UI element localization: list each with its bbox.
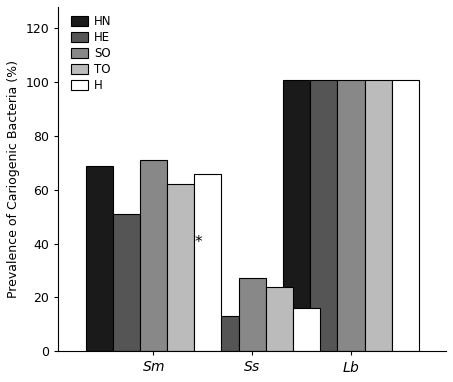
Legend: HN, HE, SO, TO, H: HN, HE, SO, TO, H xyxy=(68,13,114,94)
Bar xyxy=(337,79,365,351)
Bar xyxy=(310,79,337,351)
Bar xyxy=(266,286,293,351)
Bar xyxy=(283,79,310,351)
Bar xyxy=(113,214,140,351)
Y-axis label: Prevalence of Cariogenic Bacteria (%): Prevalence of Cariogenic Bacteria (%) xyxy=(7,60,20,298)
Bar xyxy=(86,165,113,351)
Text: *: * xyxy=(194,235,202,250)
Bar xyxy=(184,254,212,351)
Bar xyxy=(293,308,320,351)
Bar xyxy=(140,160,167,351)
Bar xyxy=(194,173,222,351)
Bar xyxy=(167,185,194,351)
Bar xyxy=(392,79,419,351)
Bar xyxy=(365,79,392,351)
Bar xyxy=(239,278,266,351)
Bar xyxy=(212,316,239,351)
